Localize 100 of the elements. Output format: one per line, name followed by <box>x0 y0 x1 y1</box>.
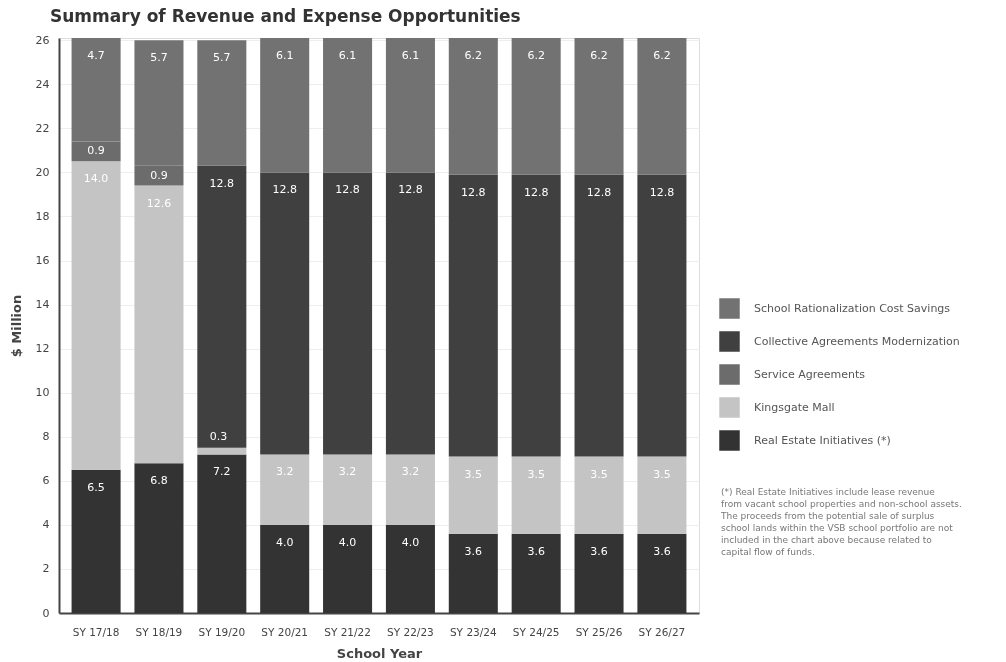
bar <box>637 38 687 175</box>
data-label: 6.2 <box>653 49 671 62</box>
x-axis-title: School Year <box>336 646 423 661</box>
data-label: 6.2 <box>464 49 483 62</box>
legend-label: Collective Agreements Modernization <box>754 334 960 348</box>
data-label: 12.8 <box>209 176 235 190</box>
data-label: 0.3 <box>209 429 228 443</box>
y-tick-label: 12 <box>35 342 50 356</box>
x-tick-label: SY 19/20 <box>198 625 246 638</box>
data-label: 3.2 <box>401 465 420 479</box>
y-tick-label: 16 <box>35 254 50 268</box>
bar <box>511 38 561 175</box>
data-label: 14.0 <box>83 172 109 186</box>
y-tick-label: 20 <box>35 165 50 179</box>
bar <box>323 454 373 525</box>
chart-title: Summary of Revenue and Expense Opportunities <box>50 6 521 27</box>
bar <box>260 454 310 525</box>
y-tick-label: 6 <box>42 474 50 488</box>
bar <box>637 174 687 457</box>
data-label: 6.2 <box>527 49 545 62</box>
bar <box>323 524 373 613</box>
legend-label: Service Agreements <box>754 367 866 381</box>
data-label: 7.2 <box>213 465 231 479</box>
data-label: 12.8 <box>649 185 675 199</box>
y-tick-label: 8 <box>42 430 50 444</box>
bar <box>448 456 498 534</box>
y-tick-label: 24 <box>35 77 50 91</box>
y-tick-label: 2 <box>42 562 50 576</box>
data-label: 4.0 <box>338 535 357 549</box>
x-tick-label: SY 24/25 <box>512 625 560 638</box>
data-label: 5.7 <box>150 51 168 65</box>
data-label: 0.9 <box>150 168 168 182</box>
data-label: 12.6 <box>146 196 172 210</box>
data-label: 5.7 <box>213 51 231 65</box>
data-label: 4.0 <box>275 535 294 549</box>
data-label: 12.8 <box>461 185 486 199</box>
x-tick-label: SY 20/21 <box>261 625 309 638</box>
bar <box>197 165 247 448</box>
data-label: 12.8 <box>272 183 297 197</box>
bar <box>71 469 121 613</box>
y-tick-label: 26 <box>35 33 50 47</box>
bar <box>511 456 561 534</box>
data-label: 12.8 <box>523 185 549 199</box>
data-label: 3.5 <box>590 467 608 481</box>
bar <box>197 454 247 613</box>
legend-label: School Rationalization Cost Savings <box>754 301 951 315</box>
y-tick-label: 22 <box>35 121 50 135</box>
data-label: 3.6 <box>527 544 545 558</box>
bar <box>71 161 121 470</box>
x-tick-label: SY 21/22 <box>324 625 371 638</box>
data-label: 3.2 <box>275 465 294 479</box>
bar <box>448 38 498 175</box>
bar <box>260 524 310 613</box>
bar <box>448 533 498 613</box>
x-tick-label: SY 18/19 <box>135 625 183 638</box>
data-label: 4.0 <box>401 535 420 549</box>
bar <box>637 533 687 613</box>
x-tick-label: SY 22/23 <box>387 625 434 638</box>
data-label: 6.1 <box>275 49 294 62</box>
bar <box>448 174 498 457</box>
data-label: 3.2 <box>338 465 357 479</box>
bar <box>385 172 435 455</box>
y-tick-label: 18 <box>35 209 50 223</box>
data-label: 3.6 <box>464 544 483 558</box>
bar <box>574 38 624 175</box>
bar <box>197 447 247 455</box>
data-label: 4.7 <box>87 49 105 62</box>
bar <box>511 533 561 613</box>
bar <box>385 454 435 525</box>
bar <box>260 172 310 455</box>
bar <box>385 524 435 613</box>
legend-label: Kingsgate Mall <box>754 400 835 414</box>
data-label: 3.5 <box>527 467 545 481</box>
bar <box>574 174 624 457</box>
x-tick-label: SY 25/26 <box>575 625 623 638</box>
data-label: 6.5 <box>87 480 105 494</box>
bar <box>637 456 687 534</box>
x-tick-label: SY 17/18 <box>72 625 120 638</box>
bar <box>574 456 624 534</box>
bar <box>323 38 373 173</box>
data-label: 6.2 <box>590 49 608 62</box>
data-label: 6.1 <box>401 49 420 62</box>
text: (*) Real Estate Initiatives include lease revenue from vacant school properties and non-school assets. The proceeds from the potential sale of surplus school lands within the VSB school portfolio are not included in the chart above because related to capital flow of funds. <box>720 487 962 557</box>
y-tick-label: 4 <box>42 518 50 532</box>
bar <box>134 463 184 613</box>
data-label: 3.6 <box>653 544 671 558</box>
bar <box>197 40 247 166</box>
bar <box>385 38 435 173</box>
bar <box>134 185 184 464</box>
x-tick-label: SY 26/27 <box>638 625 686 638</box>
data-label: 12.8 <box>398 183 423 197</box>
y-tick-label: 10 <box>35 386 50 400</box>
data-label: 3.5 <box>464 467 483 481</box>
data-label: 12.8 <box>335 183 360 197</box>
data-label: 6.8 <box>150 474 168 488</box>
data-label: 0.9 <box>87 144 105 158</box>
data-label: 3.6 <box>590 544 608 558</box>
y-tick-label: 0 <box>42 606 50 620</box>
legend-label: Real Estate Initiatives (*) <box>754 433 891 447</box>
bar <box>260 38 310 173</box>
